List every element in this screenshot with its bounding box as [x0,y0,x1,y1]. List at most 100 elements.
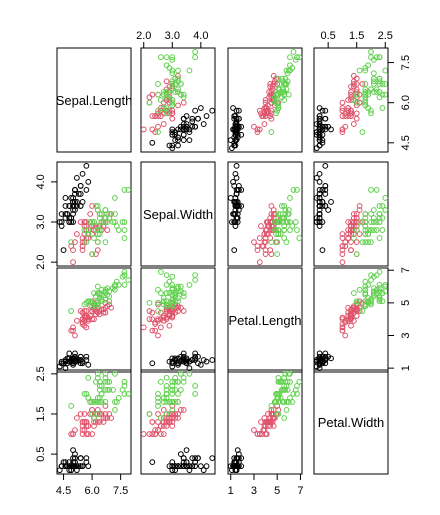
data-point [353,299,360,306]
data-point [166,419,173,425]
data-point [251,427,257,433]
data-point [370,291,377,298]
data-point [192,107,199,114]
data-point [155,395,161,401]
data-point [180,137,187,144]
data-point [192,272,199,279]
data-point [281,203,288,209]
data-point [345,313,352,319]
data-point [342,113,349,119]
data-point [356,207,363,213]
data-point [175,415,181,421]
data-point [368,277,374,283]
data-point [89,251,95,258]
data-point [192,455,199,462]
data-point [353,251,360,258]
data-point [83,419,90,425]
data-point [163,91,170,98]
data-point [102,207,109,213]
data-point [70,247,76,254]
data-point [287,195,293,201]
data-point [268,251,275,258]
data-point [276,86,283,93]
data-point [110,219,116,225]
data-point [155,411,161,417]
data-point [175,463,181,470]
data-point [169,142,176,149]
data-point [275,219,282,225]
data-point [180,290,187,296]
data-point [58,463,65,470]
panel-frame [227,47,303,153]
data-point [96,419,103,425]
data-point [356,304,363,311]
data-point [172,463,179,470]
data-point [166,278,173,285]
data-point [316,357,323,363]
data-point [283,67,290,74]
data-point [112,407,118,413]
data-point [203,463,210,470]
data-point [365,298,372,305]
data-point [316,105,323,111]
data-point [172,411,179,417]
top-axis-sepal-width: 2.0 3.0 4.0 [136,30,208,49]
data-point [121,391,128,397]
data-point [233,191,240,197]
data-point [169,399,176,405]
data-point [160,395,167,401]
data-point [89,303,95,310]
data-point [189,463,196,470]
data-point [146,316,153,323]
data-point [197,105,204,111]
data-point [195,353,201,360]
data-point [157,324,164,331]
data-point [370,219,377,225]
tick-label: 5 [274,485,280,497]
data-point [177,126,184,133]
left-axis-sepal-width: 2.0 3.0 4.0 [35,174,58,270]
data-point [155,107,161,114]
data-point [316,203,323,209]
variable-label: Petal.Length [228,313,301,328]
data-point [251,123,257,130]
tick-label: 3 [251,485,257,497]
data-point [319,357,326,363]
data-point [157,290,164,296]
data-point [169,81,176,87]
data-point [70,203,76,209]
data-point [339,321,346,327]
data-point [339,247,346,254]
panel-frame [227,267,303,373]
data-point [328,199,334,205]
data-point [234,187,241,193]
data-point [353,211,360,217]
tick-label: 1.5 [35,406,47,421]
data-point [316,199,323,205]
data-point [376,268,383,275]
data-point [163,395,170,401]
data-point [152,427,159,433]
data-point [362,239,369,245]
data-point [155,129,161,136]
data-point [379,290,386,296]
panel-frame [56,47,132,153]
data-point [231,139,238,146]
data-point [77,219,84,225]
data-point [180,455,187,462]
data-point [94,411,101,417]
data-point [60,247,67,254]
data-point [91,235,97,241]
data-point [356,298,363,305]
data-point [356,219,363,225]
data-point [275,75,282,82]
data-point [175,283,181,290]
data-point [261,121,268,127]
data-point [382,195,389,201]
data-point [232,131,239,138]
data-point [163,415,170,421]
data-point [85,231,92,237]
data-point [166,311,173,318]
data-point [370,70,377,77]
data-point [121,378,128,385]
